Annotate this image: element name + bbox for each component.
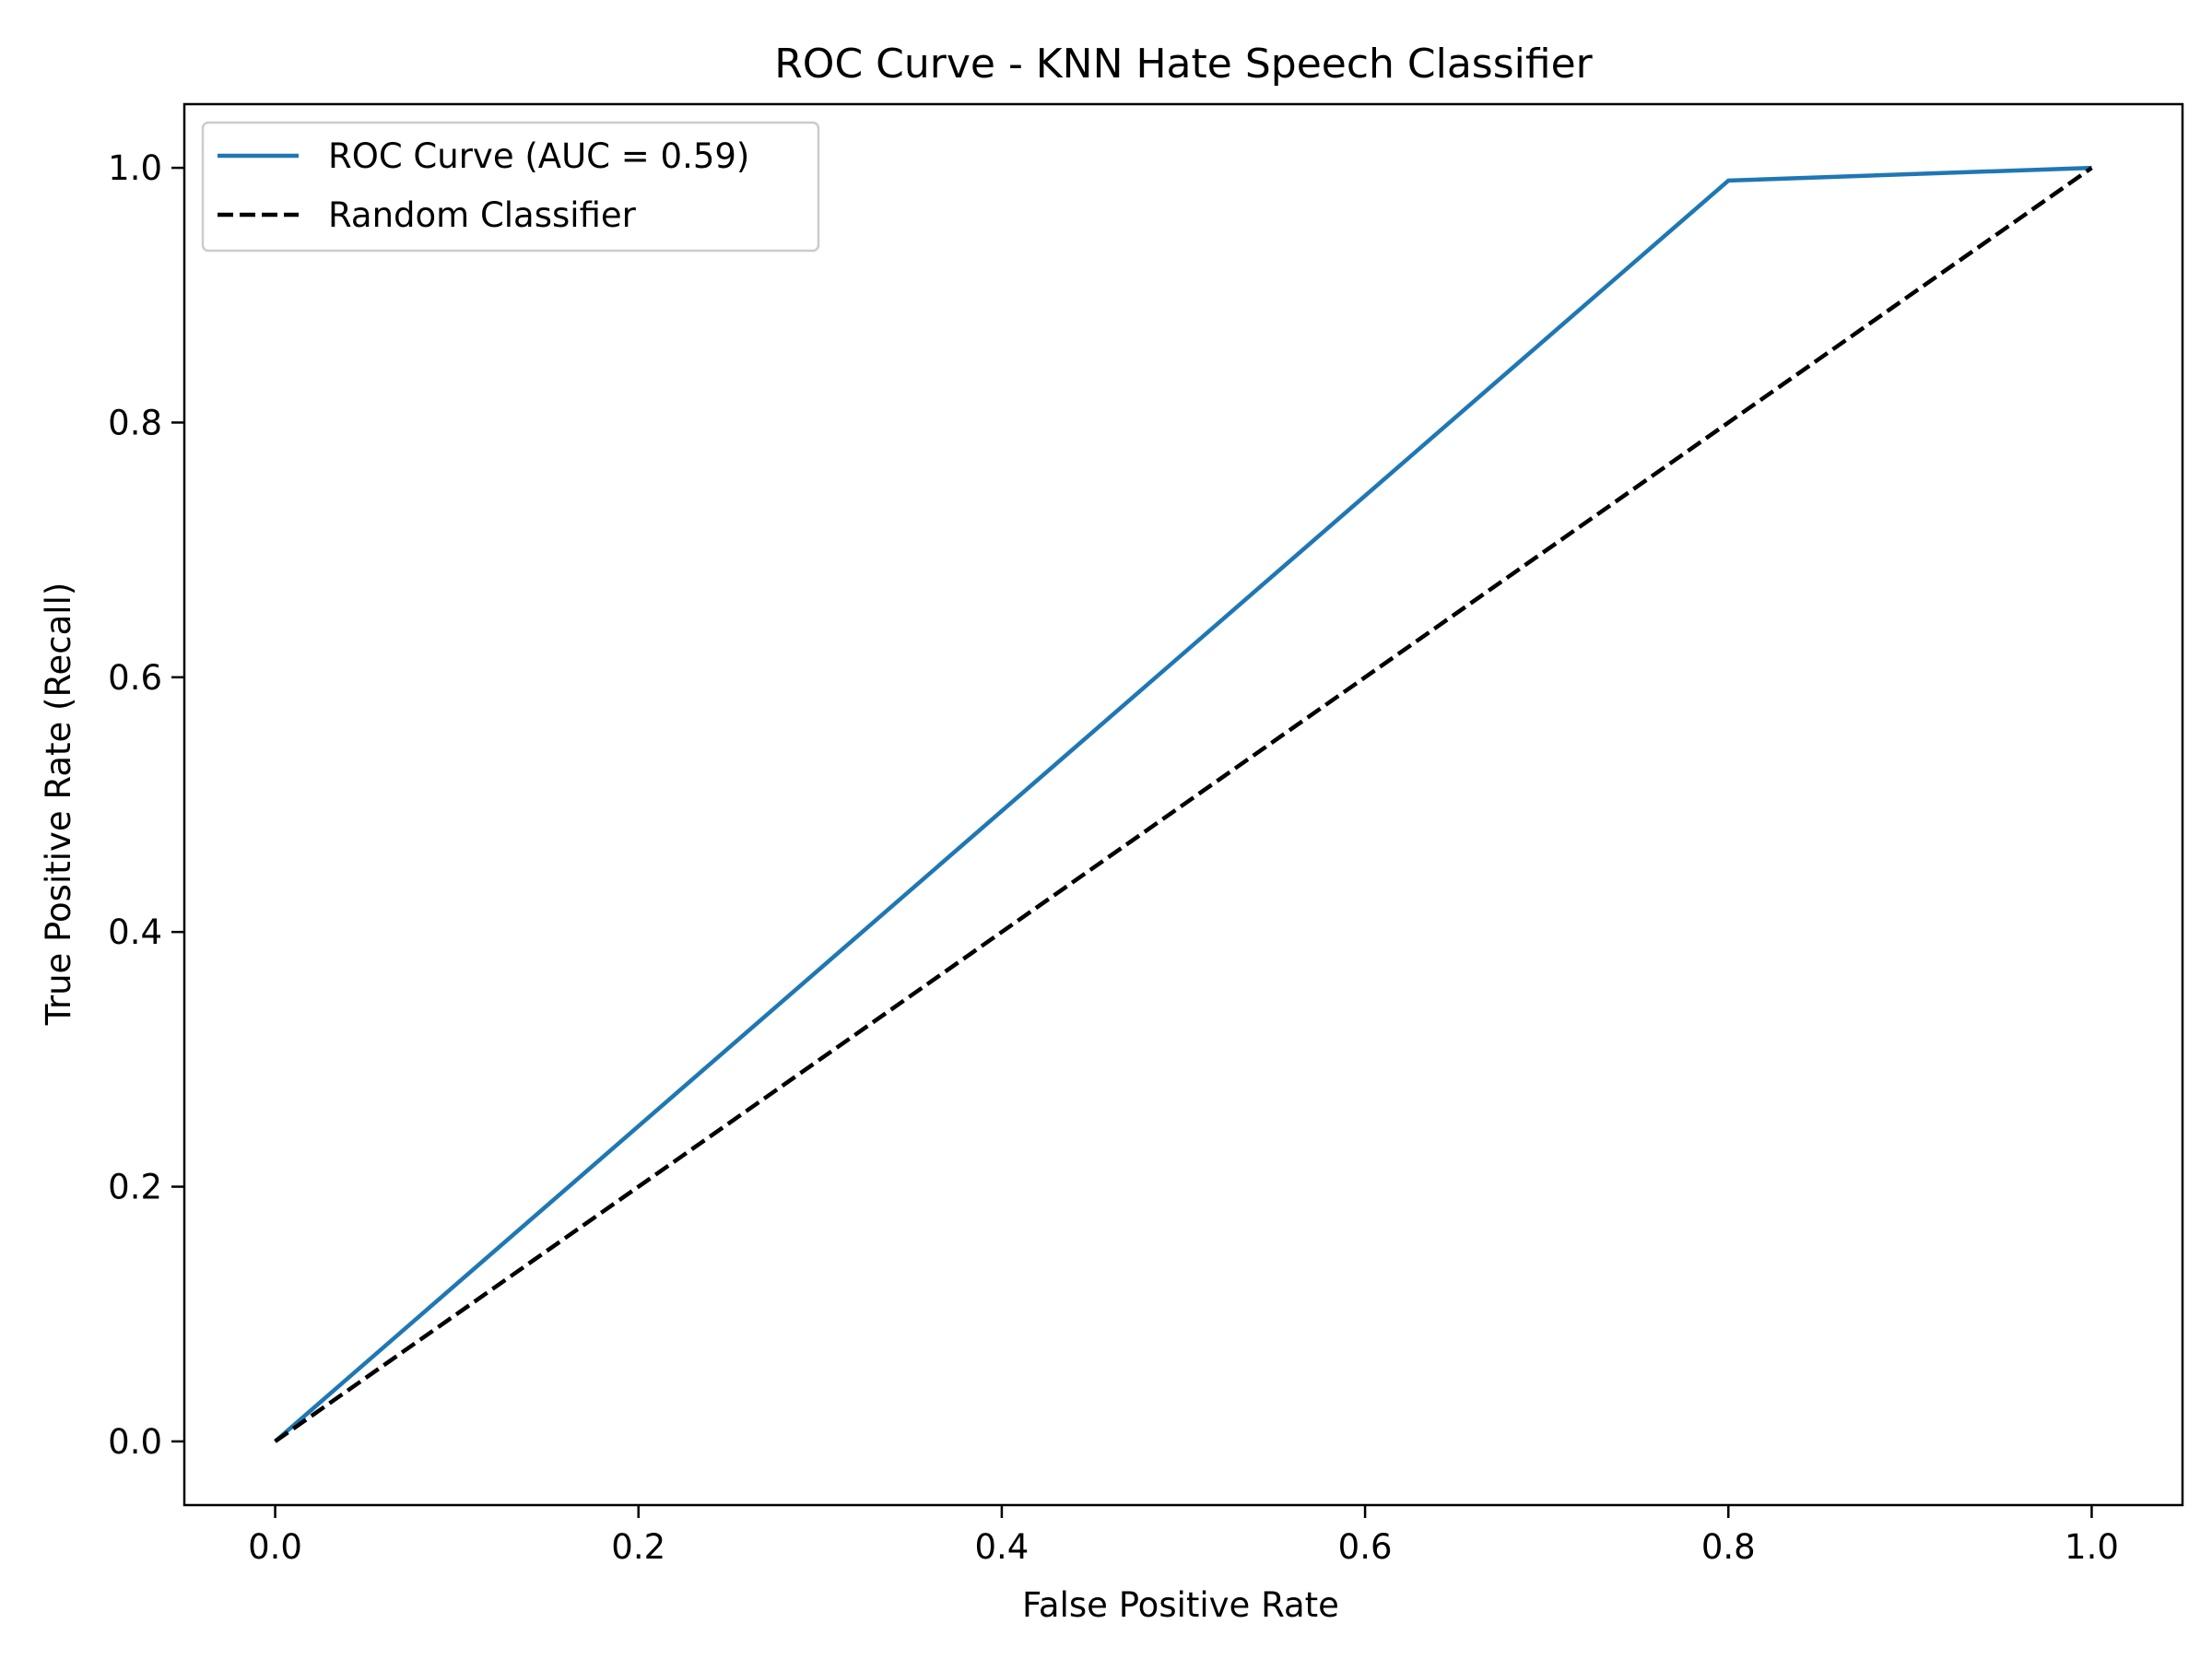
axes-frame (182, 102, 2184, 1507)
plot-area: 0.0 0.2 0.4 0.6 0.8 1.0 0.0 0.2 0.4 0.6 0.8 1.0 (108, 102, 2184, 1567)
x-tick-label: 0.2 (611, 1527, 665, 1567)
x-tick-label: 0.8 (1701, 1527, 1756, 1567)
x-tick-label: 0.4 (974, 1527, 1029, 1567)
y-tick-label: 0.8 (108, 403, 162, 442)
series-line-1 (274, 166, 2093, 1443)
chart-title: ROC Curve - KNN Hate Speech Classifier (774, 41, 1593, 88)
y-axis-label: True Positive Rate (Recall) (39, 582, 78, 1027)
x-tick-label: 0.6 (1338, 1527, 1393, 1567)
x-tick-label: 1.0 (2065, 1527, 2119, 1567)
x-axis-label: False Positive Rate (1022, 1585, 1339, 1625)
series-line-0 (274, 165, 2092, 1443)
y-tick-label: 0.0 (108, 1422, 162, 1462)
x-tick-label: 0.0 (248, 1527, 302, 1567)
legend-label-0: ROC Curve (AUC = 0.59) (328, 136, 749, 176)
y-tick-label: 0.4 (108, 912, 162, 952)
legend-box (201, 121, 820, 253)
y-tick-label: 1.0 (108, 148, 162, 188)
legend-label-1: Random Classifier (328, 195, 637, 235)
y-tick-label: 0.2 (108, 1168, 162, 1207)
legend: ROC Curve (AUC = 0.59) Random Classifier (201, 121, 820, 253)
y-tick-label: 0.6 (108, 658, 162, 698)
